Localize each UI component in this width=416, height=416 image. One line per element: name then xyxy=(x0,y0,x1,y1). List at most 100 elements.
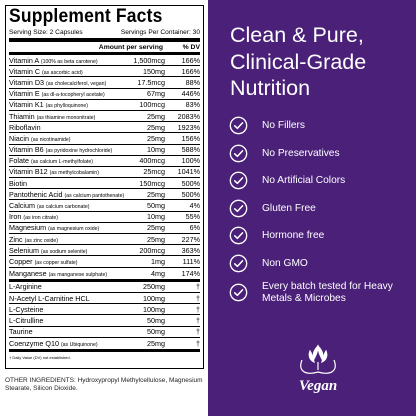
nutrient-dv: 55% xyxy=(185,212,200,222)
nutrient-name: Selenium (as sodium selenite) xyxy=(9,245,88,255)
nutrient-amount: 1mg xyxy=(151,256,165,266)
nutrient-row: Vitamin C (as ascorbic acid) 150mg 166% xyxy=(9,66,200,78)
nutrient-dv: 166% xyxy=(181,55,200,65)
supplement-facts-panel: Supplement Facts Serving Size: 2 Capsule… xyxy=(5,5,204,393)
nutrient-dv: 227% xyxy=(181,234,200,244)
nutrient-dv: 1923% xyxy=(177,122,200,132)
nutrient-name: Vitamin D3 (as cholecalciferol, vegan) xyxy=(9,77,107,87)
nutrient-name: Folate (as calcium L-methylfolate) xyxy=(9,156,93,166)
amount-header: Amount per serving xyxy=(98,43,163,51)
headline: Clean & Pure, Clinical-Grade Nutrition xyxy=(230,23,367,100)
nutrient-name: Calcium (as calcium carbonate) xyxy=(9,201,90,211)
nutrient-row: Selenium (as sodium selenite) 200mcg 363% xyxy=(9,245,200,257)
other-ingredients: OTHER INGREDIENTS: Hydroxypropyl Methylc… xyxy=(5,377,203,393)
ingredient-dv: † xyxy=(196,338,200,348)
nutrient-row: Thiamin (as thiamine mononitrate) 25mg 208… xyxy=(9,111,200,123)
claim-label: Non GMO xyxy=(262,257,308,269)
ingredient-row: L-Arginine 250mg † xyxy=(9,282,200,293)
claim-label: No Artificial Colors xyxy=(262,175,346,187)
nutrient-row: Iron (as iron citrate) 10mg 55% xyxy=(9,212,200,223)
check-circle-icon xyxy=(229,144,248,163)
check-circle-icon xyxy=(229,116,248,135)
nutrient-row: Manganese (as manganese sulphate) 4mg 174% xyxy=(9,268,200,279)
nutrient-name: Niacin (as nicotinamide) xyxy=(9,133,71,143)
nutrient-name: Vitamin C (as ascorbic acid) xyxy=(9,66,83,76)
check-circle-icon xyxy=(229,171,248,190)
nutrient-name: Vitamin K1 (as phylloquinone) xyxy=(9,100,89,110)
claim-item: Non GMO xyxy=(229,250,416,278)
dv-footnote: † Daily Value (DV) not established. xyxy=(9,348,200,361)
nutrient-row: Calcium (as calcium carbonate) 50mg 4% xyxy=(9,200,200,212)
nutrient-name: Vitamin A (100% as beta carotene) xyxy=(9,55,98,65)
claim-item: No Fillers xyxy=(229,112,416,140)
claims-panel: Clean & Pure, Clinical-Grade Nutrition N… xyxy=(208,0,416,416)
servings-per-container: Servings Per Container: 30 xyxy=(120,29,200,36)
nutrient-amount: 25mcg xyxy=(143,167,165,177)
facts-title: Supplement Facts xyxy=(9,6,163,27)
nutrient-amount: 25mg xyxy=(147,111,165,121)
ingredient-name: Taurine xyxy=(9,327,33,337)
nutrient-dv: 1041% xyxy=(177,167,200,177)
nutrient-name: Iron (as iron citrate) xyxy=(9,212,58,222)
nutrient-name: Vitamin E (as dl-a-tocopheryl acetate) xyxy=(9,89,105,99)
nutrient-amount: 4mg xyxy=(151,268,165,278)
nutrient-amount: 25mg xyxy=(147,133,165,143)
nutrient-amount: 17.5mcg xyxy=(137,77,165,87)
claim-item: No Preservatives xyxy=(229,140,416,168)
nutrient-name: Thiamin (as thiamine mononitrate) xyxy=(9,111,96,121)
nutrient-amount: 200mcg xyxy=(139,245,165,255)
ingredient-row: L-Citrulline 50mg † xyxy=(9,315,200,327)
check-circle-icon xyxy=(229,283,248,302)
claim-item: Gluten Free xyxy=(229,195,416,223)
ingredient-name: L-Arginine xyxy=(9,282,42,292)
nutrient-row: Magnesium (as magnesium oxide) 25mg 6% xyxy=(9,223,200,234)
nutrient-row: Copper (as copper sulfate) 1mg 111% xyxy=(9,256,200,268)
nutrient-dv: 500% xyxy=(181,189,200,199)
divider xyxy=(9,52,200,55)
nutrient-amount: 10mg xyxy=(147,212,165,222)
nutrient-dv: 588% xyxy=(181,145,200,155)
ingredient-amount: 50mg xyxy=(147,327,165,337)
nutrient-name: Zinc (as zinc oxide) xyxy=(9,234,59,244)
vegan-label: Vegan xyxy=(299,378,337,394)
nutrient-row: Vitamin K1 (as phylloquinone) 100mcg 83% xyxy=(9,100,200,111)
claim-item: Hormone free xyxy=(229,222,416,250)
nutrient-name: Copper (as copper sulfate) xyxy=(9,256,78,266)
ingredient-row: Taurine 50mg † xyxy=(9,327,200,338)
nutrient-dv: 166% xyxy=(181,66,200,76)
claim-label: Hormone free xyxy=(262,230,325,242)
ingredient-row: L-Cysteine 100mg † xyxy=(9,304,200,316)
nutrient-dv: 83% xyxy=(185,100,200,110)
claim-item: No Artificial Colors xyxy=(229,167,416,195)
ingredient-amount: 100mg xyxy=(143,293,165,303)
nutrient-row: Zinc (as zinc oxide) 25mg 227% xyxy=(9,234,200,246)
nutrient-name: Pantothenic Acid (as calcium pantothenat… xyxy=(9,189,125,199)
vegan-badge: Vegan xyxy=(299,344,337,394)
nutrient-row: Vitamin B12 (as methylcobalamin) 25mcg 104… xyxy=(9,167,200,179)
nutrient-dv: 100% xyxy=(181,156,200,166)
ingredient-name: L-Citrulline xyxy=(9,315,44,325)
nutrient-name: Manganese (as manganese sulphate) xyxy=(9,268,108,278)
nutrient-row: Vitamin A (100% as beta carotene) 1,500mc… xyxy=(9,55,200,67)
nutrient-amount: 150mcg xyxy=(139,178,165,188)
nutrient-row: Vitamin D3 (as cholecalciferol, vegan) 17… xyxy=(9,77,200,89)
nutrient-row: Biotin 150mcg 500% xyxy=(9,178,200,190)
nutrient-amount: 10mg xyxy=(147,145,165,155)
check-circle-icon xyxy=(229,226,248,245)
nutrient-amount: 25mg xyxy=(147,223,165,233)
supplement-facts-label: Supplement Facts Serving Size: 2 Capsule… xyxy=(5,5,204,369)
nutrient-dv: 156% xyxy=(181,133,200,143)
nutrient-name: Riboflavin xyxy=(9,122,41,132)
ingredient-amount: 100mg xyxy=(143,304,165,314)
ingredient-amount: 25mg xyxy=(147,338,165,348)
claim-label: No Preservatives xyxy=(262,147,340,159)
nutrient-dv: 174% xyxy=(181,268,200,278)
nutrient-row: Folate (as calcium L-methylfolate) 400mcg… xyxy=(9,156,200,167)
divider xyxy=(9,278,200,282)
column-headers: Amount per serving % DV xyxy=(9,42,200,52)
nutrient-dv: 6% xyxy=(189,223,200,233)
ingredient-row: N-Acetyl L-Carnitine HCL 100mg † xyxy=(9,293,200,305)
other-ingredient-list: L-Arginine 250mg † N-Acetyl L-Carnitine HC… xyxy=(9,282,200,349)
ingredient-name: N-Acetyl L-Carnitine HCL xyxy=(9,293,90,303)
nutrient-name: Vitamin B12 (as methylcobalamin) xyxy=(9,167,99,177)
